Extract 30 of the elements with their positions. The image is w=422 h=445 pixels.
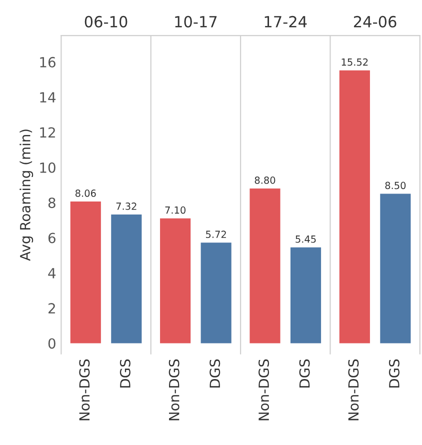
data-label: 7.32 <box>116 202 136 210</box>
x-tick-label: Non-DGS <box>348 359 359 420</box>
x-tick-label: DGS <box>299 359 310 388</box>
y-tick-label: 2 <box>48 303 55 314</box>
y-tick-label: 16 <box>40 56 56 68</box>
data-label: 8.50 <box>385 182 406 190</box>
y-tick-label: 14 <box>40 92 56 102</box>
chart-title: 06-10 <box>84 16 128 28</box>
y-axis-title: Avg Roaming (min) <box>20 130 34 261</box>
chart-title: 10-17 <box>175 16 217 28</box>
y-tick-label: 12 <box>40 127 55 138</box>
data-label: 8.06 <box>75 190 96 197</box>
data-label: 5.45 <box>296 236 316 243</box>
x-tick-label: DGS <box>210 359 220 388</box>
y-tick-label: 4 <box>48 268 56 278</box>
data-label: 15.52 <box>342 58 368 66</box>
y-tick-label: 0 <box>48 338 56 349</box>
x-tick-label: Non-DGS <box>79 359 90 420</box>
x-tick-label: Non-DGS <box>168 359 180 420</box>
x-tick-label: DGS <box>388 359 400 388</box>
chart-title: 24-06 <box>354 16 396 28</box>
data-label: 5.72 <box>206 230 226 238</box>
data-label: 7.10 <box>165 206 186 214</box>
y-tick-label: 6 <box>48 232 56 244</box>
x-tick-label: Non-DGS <box>258 359 270 420</box>
data-label: 8.80 <box>254 176 276 184</box>
y-tick-label: 10 <box>40 162 56 173</box>
x-tick-label: DGS <box>120 359 130 388</box>
y-tick-label: 8 <box>48 198 56 208</box>
chart-title: 17-24 <box>264 16 307 28</box>
